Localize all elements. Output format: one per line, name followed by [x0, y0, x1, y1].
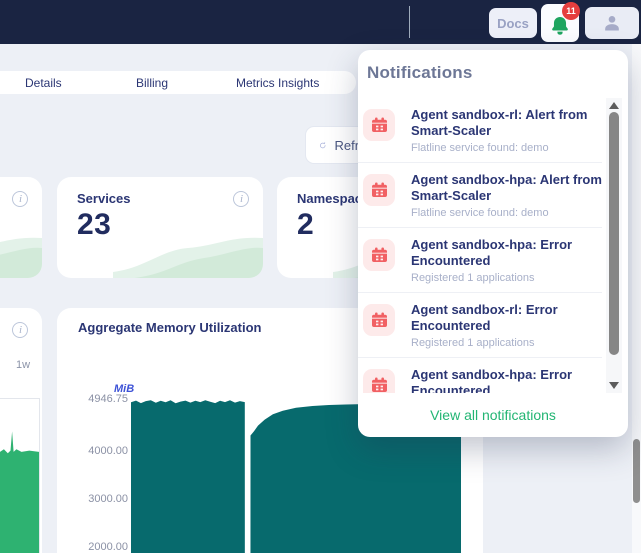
- view-all-notifications-link[interactable]: View all notifications: [430, 407, 556, 423]
- calendar-alert-icon: [363, 174, 395, 206]
- top-bar: Docs 11: [0, 0, 641, 44]
- notifications-title: Notifications: [367, 63, 473, 83]
- notifications-scrollbar[interactable]: [606, 98, 622, 393]
- services-card-title: Services: [77, 191, 131, 206]
- notification-subtitle: Registered 1 applications: [411, 337, 602, 349]
- info-icon[interactable]: [12, 322, 28, 338]
- page-scrollbar[interactable]: [632, 44, 641, 553]
- notification-item[interactable]: Agent sandbox-hpa: Error Encountered Reg…: [358, 228, 602, 293]
- mini-chart-card: 1w: [0, 308, 42, 553]
- mini-chart-axis: [39, 398, 40, 553]
- topbar-divider: [409, 6, 410, 38]
- y-axis-tick: 4000.00: [66, 445, 128, 457]
- notifications-list: Agent sandbox-rl: Alert from Smart-Scale…: [358, 98, 602, 393]
- notification-subtitle: Flatline service found: demo: [411, 142, 602, 154]
- tab-bar: Details Billing Metrics Insights: [0, 71, 356, 94]
- notifications-scrollbar-thumb[interactable]: [609, 112, 619, 355]
- tab-metrics-insights[interactable]: Metrics Insights: [236, 76, 319, 90]
- tab-billing[interactable]: Billing: [136, 76, 168, 90]
- page-scrollbar-thumb[interactable]: [633, 439, 640, 503]
- chart-title: Aggregate Memory Utilization: [78, 320, 261, 335]
- time-range-selector[interactable]: 1w: [16, 359, 30, 371]
- notification-title: Agent sandbox-hpa: Error Encountered: [411, 237, 602, 269]
- calendar-alert-icon: [363, 109, 395, 141]
- notifications-bell-button[interactable]: 11: [541, 4, 579, 42]
- notification-item[interactable]: Agent sandbox-rl: Error Encountered Regi…: [358, 293, 602, 358]
- calendar-alert-icon: [363, 304, 395, 336]
- y-axis-tick: 2000.00: [66, 541, 128, 553]
- notifications-footer: View all notifications: [358, 393, 628, 437]
- card-wave-decoration: [113, 232, 263, 278]
- calendar-alert-icon: [363, 239, 395, 271]
- scroll-up-arrow-icon[interactable]: [609, 102, 619, 109]
- mini-chart-axis: [0, 398, 40, 399]
- info-icon[interactable]: [233, 191, 249, 207]
- notification-title: Agent sandbox-rl: Alert from Smart-Scale…: [411, 107, 602, 139]
- calendar-alert-icon: [363, 369, 395, 393]
- scroll-down-arrow-icon[interactable]: [609, 382, 619, 389]
- notification-title: Agent sandbox-hpa: Alert from Smart-Scal…: [411, 172, 602, 204]
- notification-subtitle: Flatline service found: demo: [411, 207, 602, 219]
- info-icon[interactable]: [12, 191, 28, 207]
- user-icon: [602, 12, 622, 34]
- notification-item[interactable]: Agent sandbox-hpa: Alert from Smart-Scal…: [358, 163, 602, 228]
- notification-count-badge: 11: [562, 2, 580, 20]
- app-root: Docs 11 Details Billing Metrics Insights…: [0, 0, 641, 553]
- card-wave-decoration: [0, 232, 42, 278]
- services-card: Services 23: [57, 177, 263, 278]
- docs-button[interactable]: Docs: [489, 8, 537, 38]
- services-count: 23: [77, 208, 111, 242]
- notification-item[interactable]: Agent sandbox-rl: Alert from Smart-Scale…: [358, 98, 602, 163]
- notification-item[interactable]: Agent sandbox-hpa: Error Encountered: [358, 358, 602, 393]
- stat-card-partial: [0, 177, 42, 278]
- mini-bar-chart: [0, 425, 39, 553]
- notification-subtitle: Registered 1 applications: [411, 272, 602, 284]
- y-axis-tick: 3000.00: [66, 493, 128, 505]
- user-avatar-button[interactable]: [585, 7, 639, 39]
- tab-details[interactable]: Details: [25, 76, 62, 90]
- notification-title: Agent sandbox-hpa: Error Encountered: [411, 367, 602, 393]
- refresh-icon: [319, 137, 326, 154]
- namespaces-count: 2: [297, 208, 314, 242]
- notifications-panel: Notifications Agent sandbox-rl: Alert fr…: [358, 50, 628, 437]
- notification-title: Agent sandbox-rl: Error Encountered: [411, 302, 602, 334]
- y-axis-tick: 4946.75: [66, 393, 128, 405]
